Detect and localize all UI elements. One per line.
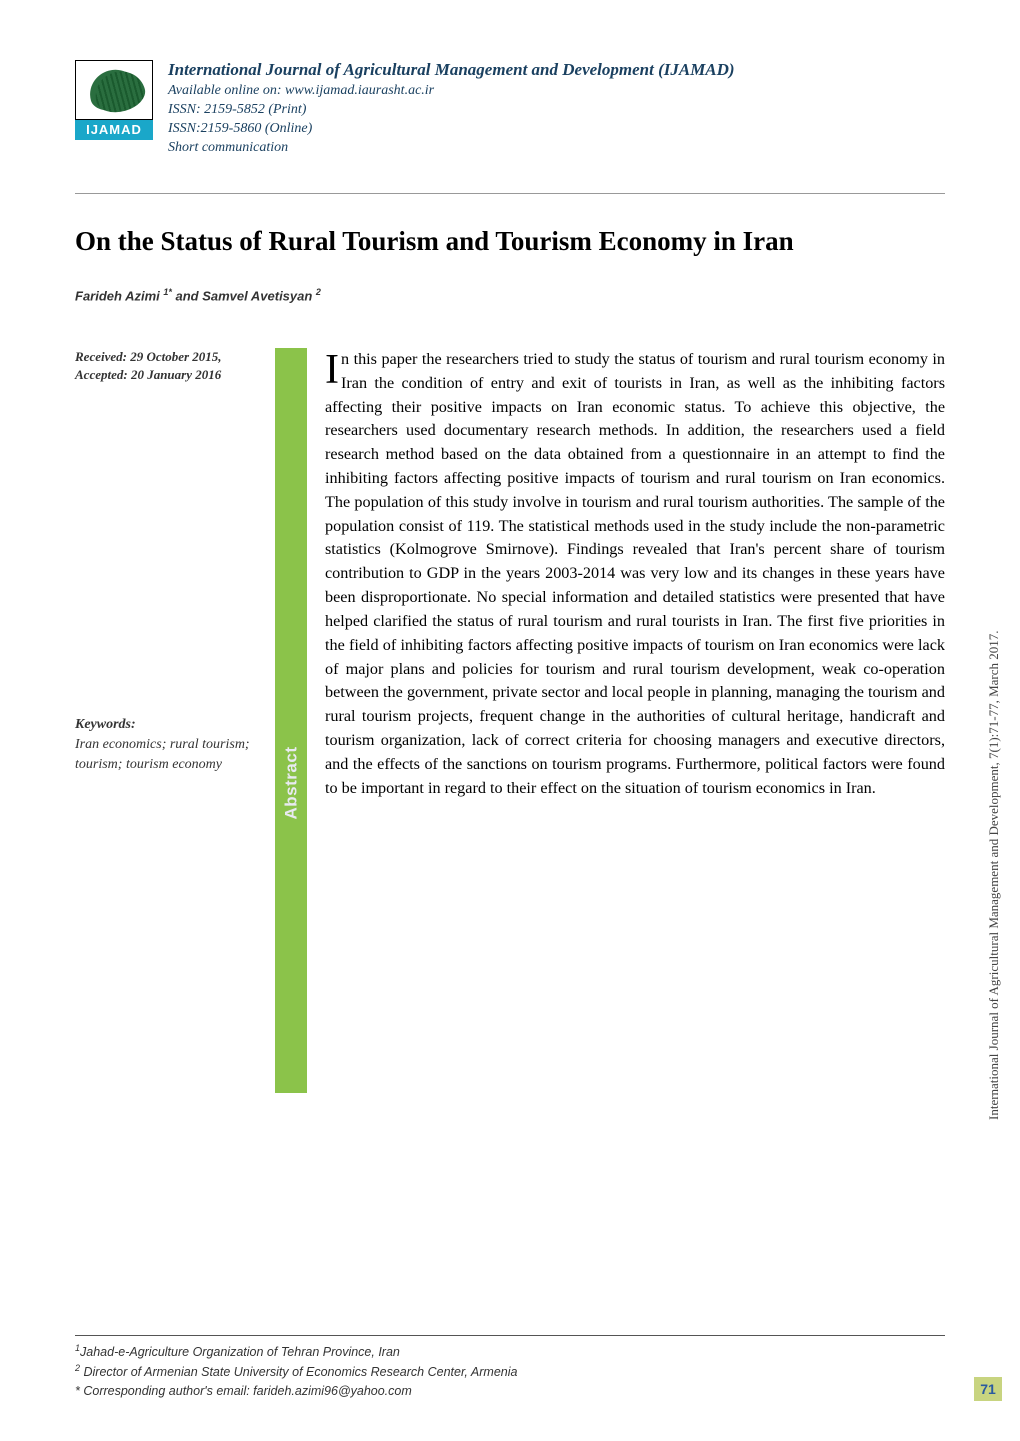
accepted-date: Accepted: 20 January 2016 xyxy=(75,366,275,384)
header-divider xyxy=(75,193,945,194)
journal-info: International Journal of Agricultural Ma… xyxy=(168,60,945,158)
keywords-title: Keywords: xyxy=(75,715,263,735)
received-date: Received: 29 October 2015, xyxy=(75,348,275,366)
abstract-body: In this paper the researchers tried to s… xyxy=(275,348,945,800)
logo-text: IJAMAD xyxy=(75,120,153,140)
journal-issn-online: ISSN:2159-5860 (Online) xyxy=(168,120,945,139)
keywords-text: Iran economics; rural tourism; tourism; … xyxy=(75,737,250,772)
journal-available: Available online on: www.ijamad.iaurasht… xyxy=(168,82,945,101)
footnote-affiliation-1: 1Jahad-e-Agriculture Organization of Teh… xyxy=(75,1342,945,1362)
footnotes-block: 1Jahad-e-Agriculture Organization of Teh… xyxy=(75,1335,945,1401)
footnote-corresponding: * Corresponding author's email: farideh.… xyxy=(75,1382,945,1401)
side-citation-text: International Journal of Agricultural Ma… xyxy=(986,630,1002,1120)
page-number: 71 xyxy=(974,1377,1002,1401)
keywords-block: Keywords: Iran economics; rural tourism;… xyxy=(75,715,275,776)
abstract-sidebar-tab: Abstract xyxy=(275,348,307,1093)
main-content-row: Received: 29 October 2015, Accepted: 20 … xyxy=(75,348,945,800)
dates-block: Received: 29 October 2015, Accepted: 20 … xyxy=(75,348,275,384)
article-title: On the Status of Rural Tourism and Touri… xyxy=(75,224,945,259)
leaf-logo-icon xyxy=(75,60,153,120)
page-container: IJAMAD International Journal of Agricult… xyxy=(0,0,1020,1441)
abstract-label: Abstract xyxy=(281,747,301,820)
left-column: Received: 29 October 2015, Accepted: 20 … xyxy=(75,348,275,800)
authors-line: Farideh Azimi 1* and Samvel Avetisyan 2 xyxy=(75,287,945,303)
footnote-affiliation-2: 2 Director of Armenian State University … xyxy=(75,1362,945,1382)
journal-logo: IJAMAD xyxy=(75,60,153,140)
abstract-dropcap: I xyxy=(325,348,341,388)
header-row: IJAMAD International Journal of Agricult… xyxy=(75,60,945,158)
side-citation-strip: International Journal of Agricultural Ma… xyxy=(962,480,1002,1130)
journal-issn-print: ISSN: 2159-5852 (Print) xyxy=(168,101,945,120)
journal-article-type: Short communication xyxy=(168,139,945,158)
abstract-text: n this paper the researchers tried to st… xyxy=(325,350,945,797)
journal-title: International Journal of Agricultural Ma… xyxy=(168,60,945,80)
